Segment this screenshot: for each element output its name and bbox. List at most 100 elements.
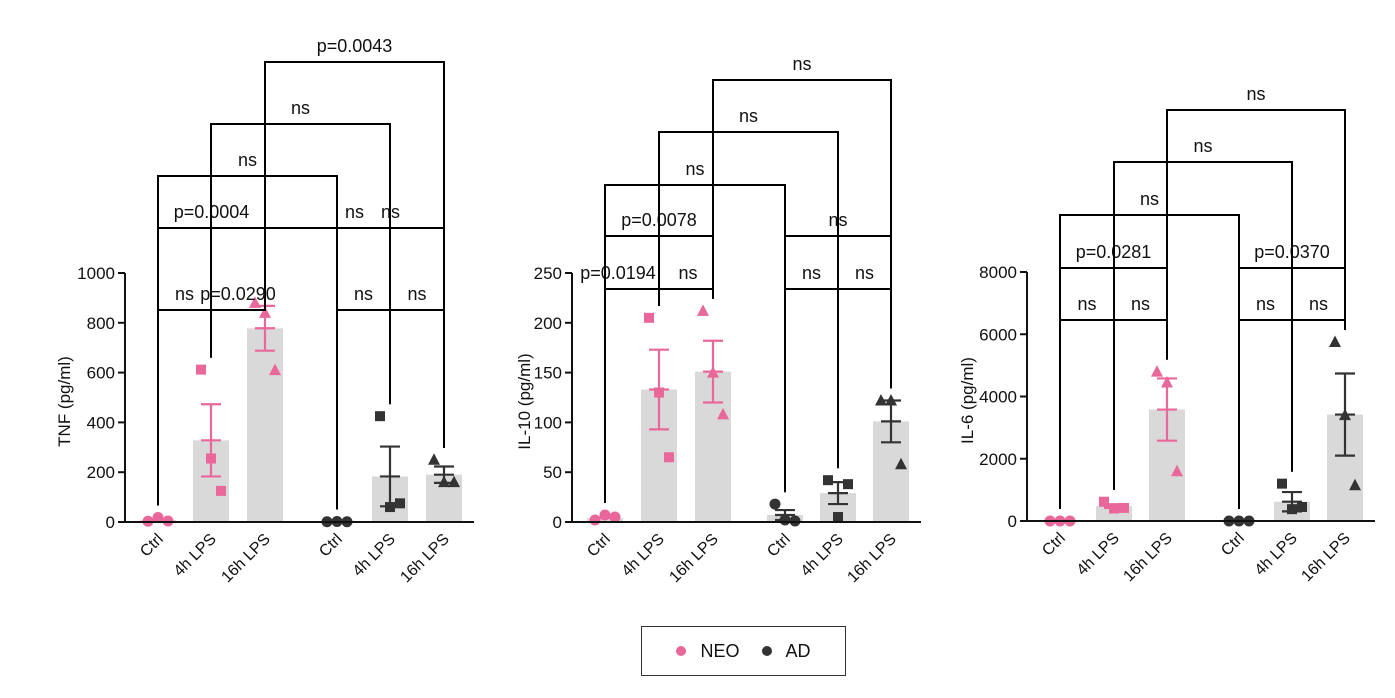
x-tick-label-1-3: 16h LPS: [218, 531, 273, 586]
x-tick-label-3-2: 4h LPS: [1074, 530, 1123, 579]
comparison-label-2-1: p=0.0194: [580, 263, 656, 283]
comparison-label-1-4: ns: [354, 284, 373, 304]
y-tick-label-2-4: 150: [534, 364, 562, 383]
y-tick-label-2-3: 100: [534, 413, 562, 432]
comparison-bracket-1-5: [389, 309, 445, 448]
point-1-2-2: [206, 453, 216, 464]
x-tick-label-1-6: 16h LPS: [397, 531, 452, 586]
comparison-bracket-1-9: [265, 227, 445, 448]
y-tick-label-2-5: 200: [534, 314, 562, 333]
legend-ad-label: AD: [785, 640, 811, 661]
point-3-5-1: [1277, 478, 1287, 489]
legend-neo-marker: [676, 646, 687, 656]
y-tick-label-2-1: 0: [553, 513, 562, 532]
comparison-label-1-5: ns: [407, 284, 426, 304]
y-tick-label-3-4: 6000: [979, 325, 1017, 344]
point-3-3-2: [1161, 375, 1173, 388]
comparison-label-1-1: ns: [175, 284, 194, 304]
x-tick-label-2-4: Ctrl: [764, 531, 794, 561]
x-tick-label-3-4: Ctrl: [1218, 530, 1248, 560]
point-2-5-3: [843, 479, 853, 490]
x-tick-label-1-2: 4h LPS: [171, 531, 220, 580]
comparison-label-3-2: ns: [1131, 294, 1150, 314]
comparison-label-1-7: ns: [238, 150, 257, 170]
point-2-1-1: [589, 514, 601, 526]
comparison-label-3-8: ns: [1193, 136, 1212, 156]
comparison-bracket-3-1: [1059, 319, 1115, 509]
comparison-label-3-9: ns: [1246, 84, 1265, 104]
x-tick-label-2-3: 16h LPS: [666, 531, 721, 586]
point-1-6-2: [438, 475, 450, 488]
y-tick-label-3-1: 0: [1008, 512, 1017, 531]
point-1-2-3: [216, 485, 226, 496]
point-3-2-3: [1119, 502, 1129, 513]
x-tick-label-2-1: Ctrl: [584, 531, 614, 561]
point-2-5-2: [833, 512, 843, 523]
comparison-bracket-2-9: [712, 79, 892, 389]
comparison-label-1-2: p=0.0290: [200, 284, 276, 304]
x-tick-label-1-4: Ctrl: [316, 531, 346, 561]
point-1-6-3: [448, 475, 460, 488]
x-tick-label-2-6: 16h LPS: [844, 531, 899, 586]
point-1-5-2: [385, 502, 395, 513]
comparison-label-1-9: ns: [345, 202, 364, 222]
x-tick-label-3-6: 16h LPS: [1298, 530, 1353, 585]
point-1-5-1: [375, 411, 385, 422]
comparison-label-2-7: ns: [685, 159, 704, 179]
point-2-4-2: [779, 514, 791, 526]
point-1-3-3: [269, 363, 281, 376]
point-2-4-1: [769, 498, 781, 510]
y-tick-label-2-2: 50: [543, 463, 562, 482]
point-2-3-2: [707, 366, 719, 378]
y-tick-label-3-5: 8000: [979, 263, 1017, 282]
point-1-1-2: [152, 512, 164, 524]
comparison-label-2-8: ns: [739, 106, 758, 126]
point-1-3-2: [259, 306, 271, 318]
legend-entry-neo: NEO: [676, 641, 740, 662]
comparison-bracket-2-2: [658, 288, 714, 306]
point-2-3-1: [697, 304, 709, 316]
comparison-label-3-1: ns: [1077, 294, 1096, 314]
comparison-label-2-5: ns: [855, 263, 874, 283]
comparison-label-1-10: p=0.0043: [317, 36, 393, 56]
y-axis-label-1: TNF (pg/ml): [55, 356, 74, 447]
point-3-5-3: [1297, 501, 1307, 512]
comparison-bracket-3-8: [1113, 161, 1293, 490]
point-2-2-2: [654, 387, 664, 398]
legend-box: NEO AD: [641, 626, 846, 676]
comparison-label-3-4: ns: [1256, 294, 1275, 314]
legend-entry-ad: AD: [761, 640, 811, 662]
x-tick-label-1-5: 4h LPS: [350, 531, 399, 580]
x-tick-label-3-3: 16h LPS: [1120, 530, 1175, 585]
x-tick-label-2-5: 4h LPS: [798, 531, 847, 580]
bar-1-3: [247, 328, 283, 522]
comparison-bracket-1-8: [210, 123, 391, 405]
comparison-label-3-5: ns: [1309, 294, 1328, 314]
y-axis-label-3: IL-6 (pg/ml): [958, 357, 977, 444]
point-2-5-1: [823, 475, 833, 486]
y-tick-label-3-2: 2000: [979, 450, 1017, 469]
point-3-3-1: [1151, 365, 1163, 377]
point-2-1-3: [609, 511, 621, 523]
y-tick-label-3-3: 4000: [979, 388, 1017, 407]
point-3-6-3: [1349, 478, 1361, 491]
point-2-6-1: [875, 393, 887, 406]
point-2-1-2: [599, 509, 611, 521]
point-3-3-3: [1171, 464, 1183, 477]
comparison-bracket-2-7: [604, 184, 786, 504]
y-tick-label-1-6: 1000: [77, 264, 115, 283]
point-1-6-1: [428, 453, 440, 465]
point-3-2-2: [1109, 503, 1119, 514]
comparison-label-1-8: ns: [291, 98, 310, 118]
legend-ad-marker: [761, 646, 772, 656]
point-3-5-2: [1287, 504, 1297, 515]
point-2-3-3: [717, 407, 729, 420]
y-tick-label-1-1: 0: [106, 513, 115, 532]
comparison-bracket-3-9: [1166, 109, 1346, 360]
comparison-bracket-1-10: [264, 61, 445, 448]
x-tick-label-1-1: Ctrl: [137, 531, 167, 561]
comparison-bracket-2-8: [658, 131, 839, 469]
